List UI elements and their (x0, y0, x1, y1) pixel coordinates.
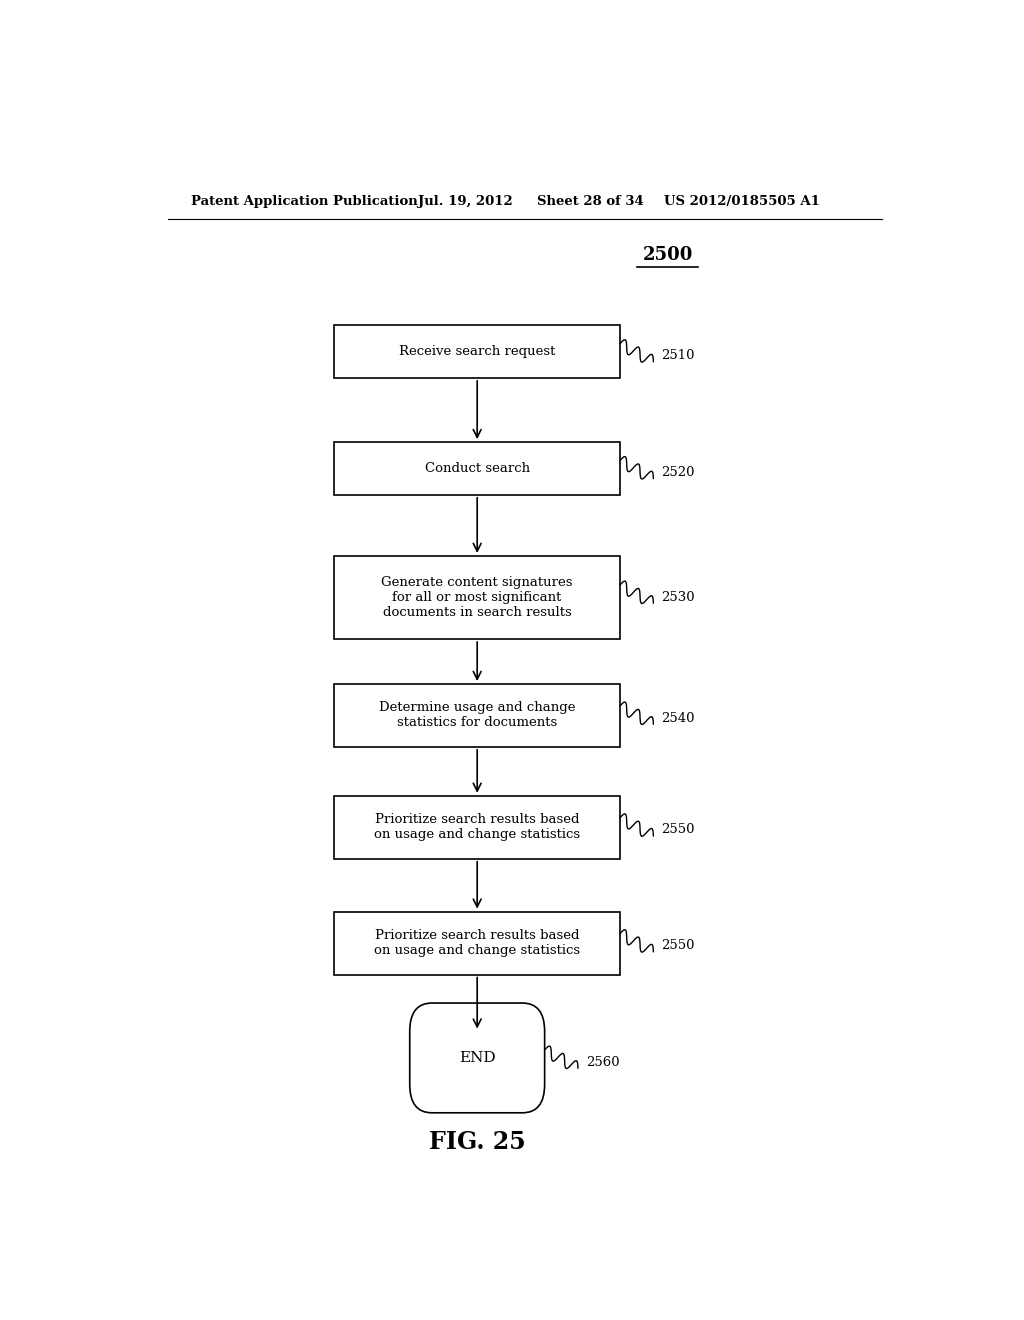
Text: 2530: 2530 (662, 590, 695, 603)
Text: Receive search request: Receive search request (399, 345, 555, 358)
Text: FIG. 25: FIG. 25 (429, 1130, 525, 1154)
Text: Jul. 19, 2012: Jul. 19, 2012 (418, 194, 512, 207)
FancyBboxPatch shape (334, 442, 620, 495)
FancyBboxPatch shape (334, 325, 620, 378)
Text: 2510: 2510 (662, 350, 695, 362)
Text: US 2012/0185505 A1: US 2012/0185505 A1 (664, 194, 819, 207)
Text: Generate content signatures
for all or most significant
documents in search resu: Generate content signatures for all or m… (381, 576, 573, 619)
Text: 2540: 2540 (662, 711, 695, 725)
Text: Sheet 28 of 34: Sheet 28 of 34 (537, 194, 643, 207)
Text: 2560: 2560 (586, 1056, 620, 1069)
Text: Conduct search: Conduct search (425, 462, 529, 475)
Text: Determine usage and change
statistics for documents: Determine usage and change statistics fo… (379, 701, 575, 730)
Text: Prioritize search results based
on usage and change statistics: Prioritize search results based on usage… (374, 813, 581, 841)
FancyBboxPatch shape (334, 556, 620, 639)
FancyBboxPatch shape (410, 1003, 545, 1113)
FancyBboxPatch shape (334, 912, 620, 974)
Text: 2550: 2550 (662, 824, 695, 837)
FancyBboxPatch shape (334, 796, 620, 859)
Text: 2550: 2550 (662, 940, 695, 952)
Text: Patent Application Publication: Patent Application Publication (191, 194, 418, 207)
Text: END: END (459, 1051, 496, 1065)
Text: 2520: 2520 (662, 466, 695, 479)
Text: 2500: 2500 (642, 246, 693, 264)
FancyBboxPatch shape (334, 684, 620, 747)
Text: Prioritize search results based
on usage and change statistics: Prioritize search results based on usage… (374, 929, 581, 957)
